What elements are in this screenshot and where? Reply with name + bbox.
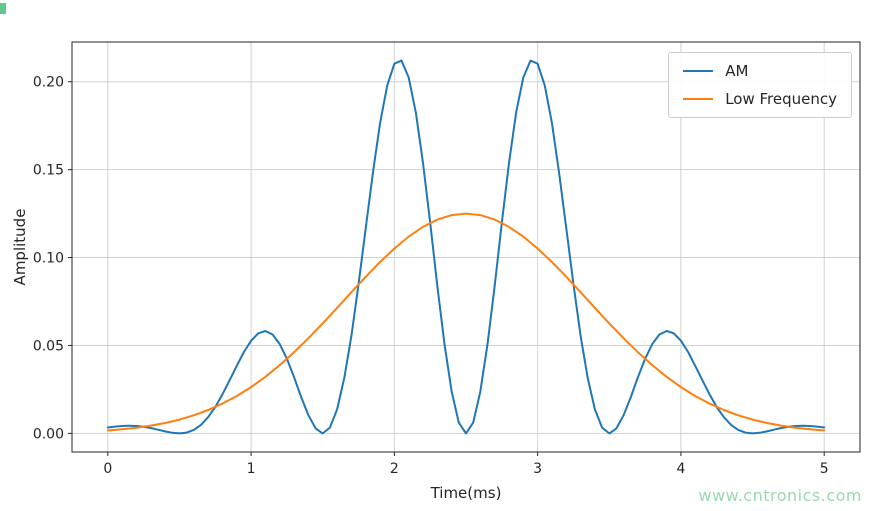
legend-label-low-frequency: Low Frequency (725, 90, 837, 108)
corner-artifact (0, 3, 6, 14)
axes-frame (71, 41, 861, 453)
low-frequency-line-swatch (683, 98, 714, 100)
y-tick-label: 0.00 (33, 426, 64, 442)
legend: AM Low Frequency (668, 52, 852, 118)
y-tick-label: 0.15 (33, 163, 64, 179)
x-axis-label: Time(ms) (430, 484, 502, 502)
x-tick-label: 3 (533, 461, 542, 477)
y-tick-label: 0.05 (33, 338, 64, 354)
watermark: www.cntronics.com (698, 486, 862, 505)
am-line-swatch (683, 70, 714, 72)
x-tick-label: 1 (247, 461, 256, 477)
x-tick-label: 5 (820, 461, 829, 477)
series-am-line (106, 59, 826, 435)
legend-label-am: AM (725, 62, 749, 80)
x-tick-label: 2 (390, 461, 399, 477)
legend-item-low-frequency: Low Frequency (683, 90, 837, 108)
legend-item-am: AM (683, 62, 837, 80)
series-low-frequency-line (106, 212, 826, 432)
x-tick-label: 0 (103, 461, 112, 477)
y-tick-label: 0.10 (33, 251, 64, 267)
y-axis-label: Amplitude (11, 208, 29, 286)
x-tick-label: 4 (676, 461, 685, 477)
y-tick-label: 0.20 (33, 75, 64, 91)
